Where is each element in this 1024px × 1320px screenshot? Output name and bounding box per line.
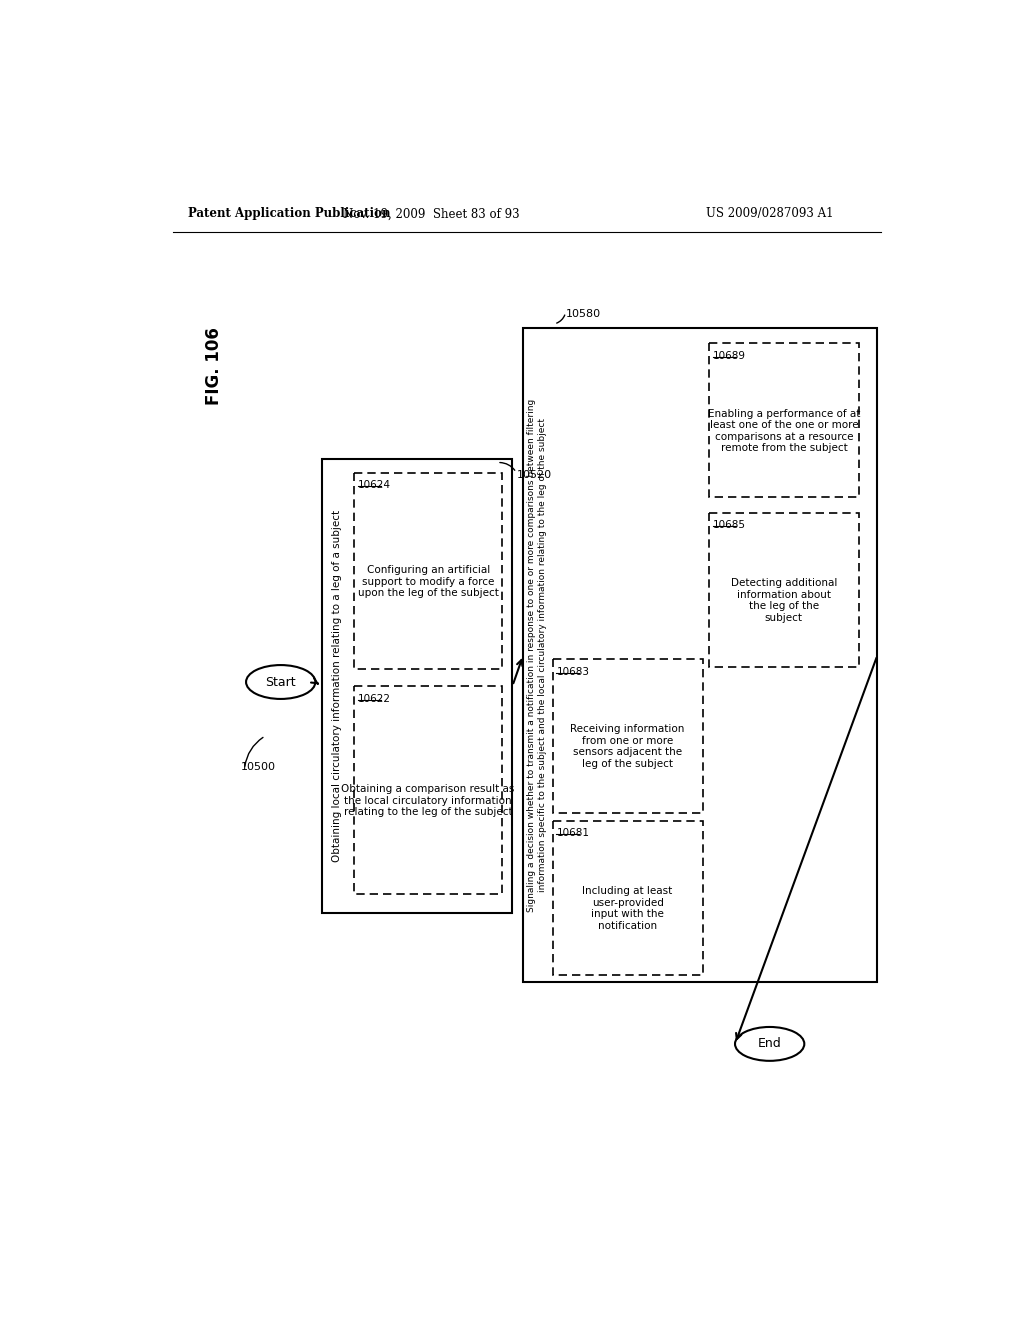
Bar — [354, 686, 503, 894]
Ellipse shape — [246, 665, 315, 700]
Ellipse shape — [735, 1027, 804, 1061]
Bar — [553, 659, 702, 813]
Text: Obtaining local circulatory information relating to a leg of a subject: Obtaining local circulatory information … — [332, 510, 342, 862]
Text: Start: Start — [265, 676, 296, 689]
Text: 10520: 10520 — [517, 470, 552, 480]
Text: Detecting additional
information about
the leg of the
subject: Detecting additional information about t… — [731, 578, 837, 623]
Text: Including at least
user-provided
input with the
notification: Including at least user-provided input w… — [583, 886, 673, 931]
Text: US 2009/0287093 A1: US 2009/0287093 A1 — [706, 207, 834, 220]
Text: Signaling a decision whether to transmit a notification in response to one or mo: Signaling a decision whether to transmit… — [527, 399, 547, 912]
Text: 10580: 10580 — [565, 309, 601, 319]
Bar — [553, 821, 702, 974]
Bar — [709, 512, 859, 667]
Text: Configuring an artificial
support to modify a force
upon the leg of the subject: Configuring an artificial support to mod… — [357, 565, 499, 598]
Text: 10500: 10500 — [241, 762, 275, 772]
Text: 10624: 10624 — [357, 480, 391, 490]
Bar — [709, 343, 859, 498]
Text: 10622: 10622 — [357, 693, 391, 704]
Text: Receiving information
from one or more
sensors adjacent the
leg of the subject: Receiving information from one or more s… — [570, 725, 685, 770]
Text: Patent Application Publication: Patent Application Publication — [188, 207, 391, 220]
Text: 10689: 10689 — [713, 351, 745, 360]
Text: Enabling a performance of at
least one of the one or more
comparisons at a resou: Enabling a performance of at least one o… — [708, 409, 860, 453]
Bar — [523, 327, 878, 982]
Text: End: End — [758, 1038, 781, 1051]
Text: FIG. 106: FIG. 106 — [205, 327, 223, 405]
Text: Obtaining a comparison result as
the local circulatory information
relating to t: Obtaining a comparison result as the loc… — [341, 784, 515, 817]
Bar — [322, 459, 512, 913]
Text: 10683: 10683 — [556, 667, 590, 677]
Text: Nov. 19, 2009  Sheet 83 of 93: Nov. 19, 2009 Sheet 83 of 93 — [343, 207, 519, 220]
Text: 10681: 10681 — [556, 829, 590, 838]
Bar — [354, 473, 503, 669]
Text: 10685: 10685 — [713, 520, 745, 531]
